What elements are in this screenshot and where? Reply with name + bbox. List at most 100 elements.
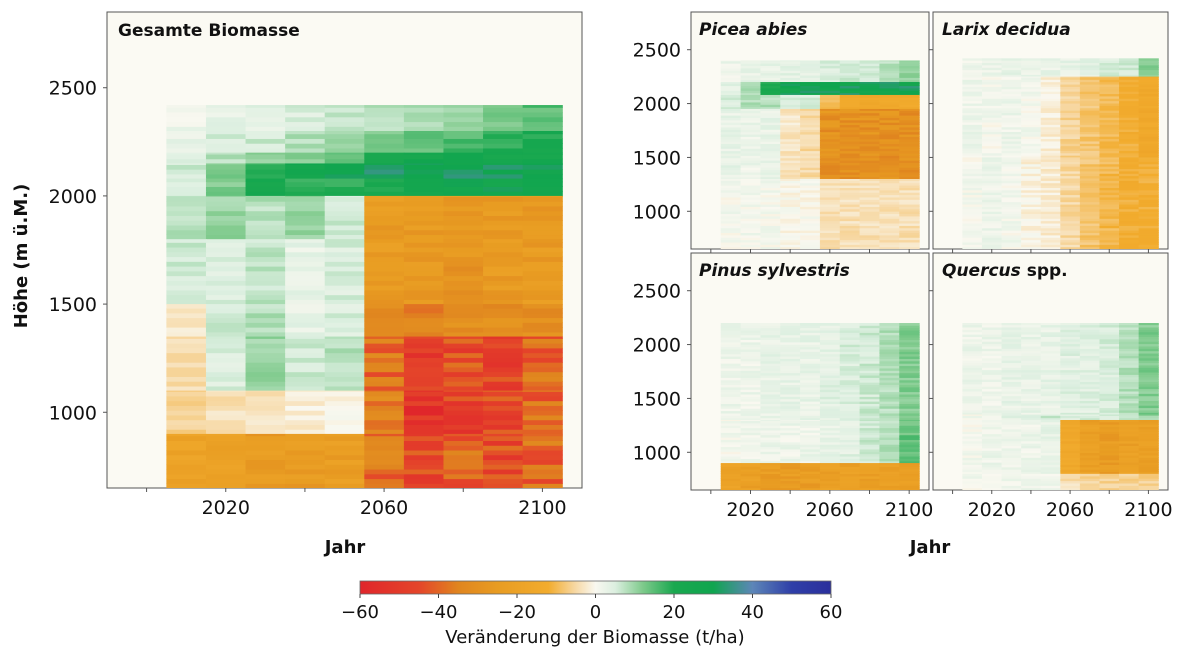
heatmap-cell	[522, 266, 563, 272]
heatmap-cell	[403, 429, 445, 435]
heatmap-cell	[800, 348, 821, 352]
heatmap-cell	[1040, 93, 1061, 97]
heatmap-cell	[1079, 131, 1101, 135]
heatmap-cell	[839, 323, 861, 326]
heatmap-cell	[720, 92, 742, 96]
heatmap-cell	[1001, 185, 1022, 188]
heatmap-cell	[443, 105, 484, 108]
heatmap-cell	[780, 117, 801, 121]
heatmap-cell	[1079, 405, 1101, 409]
heatmap-cell	[522, 280, 563, 286]
heatmap-cell	[205, 246, 247, 253]
heatmap-cell	[483, 440, 524, 446]
heatmap-cell	[1079, 74, 1101, 78]
heatmap-cell	[1099, 452, 1120, 456]
heatmap-cell	[720, 391, 742, 395]
heatmap-cell	[1099, 367, 1120, 371]
colorbar-tick-label: 60	[820, 602, 843, 623]
heatmap-cell	[740, 215, 762, 219]
heatmap-cell	[899, 370, 920, 374]
heatmap-cell	[962, 185, 983, 188]
heatmap-cell	[166, 390, 207, 392]
heatmap-cell	[166, 191, 207, 197]
heatmap-cell	[1060, 360, 1081, 364]
heatmap-cell	[1040, 331, 1061, 335]
heatmap-cell	[879, 119, 900, 123]
heatmap-cell	[483, 239, 524, 243]
heatmap-cell	[1138, 386, 1159, 390]
heatmap-cell	[483, 147, 524, 154]
heatmap-cell	[760, 169, 781, 173]
heatmap-cell	[740, 346, 762, 350]
heatmap-cell	[1001, 189, 1022, 193]
heatmap-cell	[879, 150, 900, 154]
heatmap-cell	[1138, 211, 1159, 215]
heatmap-cell	[483, 111, 524, 118]
heatmap-cell	[780, 379, 801, 383]
heatmap-cell	[1138, 133, 1159, 137]
heatmap-cell	[1119, 136, 1140, 140]
heatmap-cell	[443, 464, 484, 470]
heatmap-cell	[879, 225, 900, 229]
heatmap-cell	[403, 285, 445, 291]
heatmap-cell	[859, 405, 881, 409]
heatmap-cell	[839, 337, 861, 340]
heatmap-cell	[205, 331, 247, 338]
heatmap-cell	[839, 169, 861, 173]
heatmap-cell	[800, 180, 821, 184]
heatmap-cell	[1119, 71, 1140, 75]
heatmap-cell	[879, 353, 900, 357]
heatmap-cell	[1040, 244, 1061, 248]
heatmap-cell	[740, 136, 762, 140]
heatmap-cell	[879, 241, 900, 245]
heatmap-cell	[740, 367, 762, 371]
heatmap-cell	[205, 131, 247, 135]
heatmap-cell	[364, 391, 405, 397]
heatmap-cell	[522, 327, 563, 333]
heatmap-cell	[522, 362, 563, 368]
heatmap-cell	[780, 145, 801, 149]
heatmap-cell	[1138, 424, 1159, 428]
heatmap-cell	[760, 60, 781, 64]
heatmap-cell	[720, 374, 742, 378]
heatmap-cell	[1021, 175, 1042, 179]
heatmap-cell	[245, 191, 286, 197]
heatmap-cell	[859, 97, 881, 101]
heatmap-cell	[324, 215, 365, 221]
heatmap-cell	[1021, 475, 1042, 479]
heatmap-cell	[839, 112, 861, 116]
heatmap-cell	[1079, 326, 1101, 330]
heatmap-cell	[819, 382, 841, 386]
heatmap-cell	[819, 355, 841, 359]
heatmap-cell	[1138, 390, 1159, 394]
heatmap-cell	[819, 463, 841, 465]
heatmap-cell	[205, 163, 247, 165]
heatmap-cell	[1021, 83, 1042, 87]
heatmap-cell	[962, 74, 983, 78]
heatmap-cell	[819, 148, 841, 152]
heatmap-cell	[364, 173, 405, 180]
heatmap-cell	[800, 332, 821, 336]
heatmap-cell	[981, 431, 1003, 435]
heatmap-cell	[760, 206, 781, 210]
heatmap-cell	[740, 374, 762, 378]
heatmap-cell	[899, 180, 920, 184]
heatmap-cell	[819, 145, 841, 149]
heatmap-cell	[285, 239, 326, 243]
heatmap-cell	[780, 77, 801, 81]
heatmap-cell	[1099, 163, 1120, 167]
heatmap-cell	[1060, 362, 1081, 366]
heatmap-cell	[364, 111, 405, 118]
heatmap-cell	[1099, 192, 1120, 196]
heatmap-cell	[1001, 157, 1022, 160]
heatmap-cell	[839, 382, 861, 386]
heatmap-cell	[1001, 362, 1022, 366]
heatmap-cell	[760, 182, 781, 186]
heatmap-cell	[1001, 452, 1022, 456]
heatmap-cell	[1099, 329, 1120, 333]
heatmap-cell	[962, 431, 983, 435]
heatmap-cell	[1119, 390, 1140, 394]
heatmap-cell	[859, 482, 881, 486]
heatmap-cell	[1119, 170, 1140, 174]
heatmap-cell	[1119, 76, 1140, 80]
